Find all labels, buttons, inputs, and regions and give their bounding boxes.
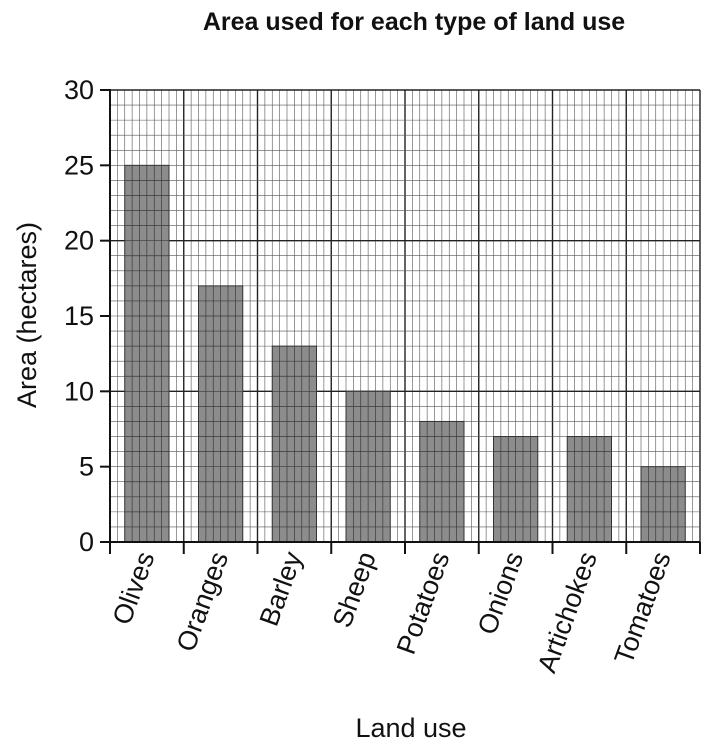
bar-barley: [271, 345, 317, 543]
axes: [100, 89, 701, 554]
x-category-labels: Olives Oranges Barley Sheep Potatoes Onions Ar…: [107, 547, 677, 676]
bar-sheep: [345, 390, 391, 543]
x-category-label: Sheep: [327, 548, 382, 632]
bar-onions: [493, 436, 539, 543]
x-category-label: Potatoes: [391, 548, 456, 658]
x-category-label: Olives: [107, 548, 161, 629]
x-category-label: Artichokes: [532, 548, 603, 677]
x-category-label: Onions: [472, 548, 529, 639]
bar-oranges: [198, 285, 244, 543]
y-tick-label: 25: [64, 150, 94, 180]
y-tick-label: 20: [64, 226, 94, 256]
x-category-label: Oranges: [171, 548, 235, 656]
y-tick-label: 5: [79, 452, 94, 482]
y-tick-label: 15: [64, 301, 94, 331]
x-category-label: Tomatoes: [609, 548, 677, 668]
chart-title: Area used for each type of land use: [203, 8, 625, 36]
y-axis-label: Area (hectares): [12, 222, 42, 408]
bar-potatoes: [419, 420, 465, 543]
bar-olives: [124, 164, 170, 543]
y-tick-label: 10: [64, 376, 94, 406]
bar-artichokes: [566, 436, 612, 543]
bar-tomatoes: [640, 466, 686, 543]
y-tick-label: 0: [79, 527, 94, 557]
x-axis-label: Land use: [355, 713, 466, 743]
x-category-label: Barley: [254, 547, 309, 630]
y-tick-labels: 0 5 10 15 20 25 30: [64, 75, 94, 557]
y-tick-label: 30: [64, 75, 94, 105]
